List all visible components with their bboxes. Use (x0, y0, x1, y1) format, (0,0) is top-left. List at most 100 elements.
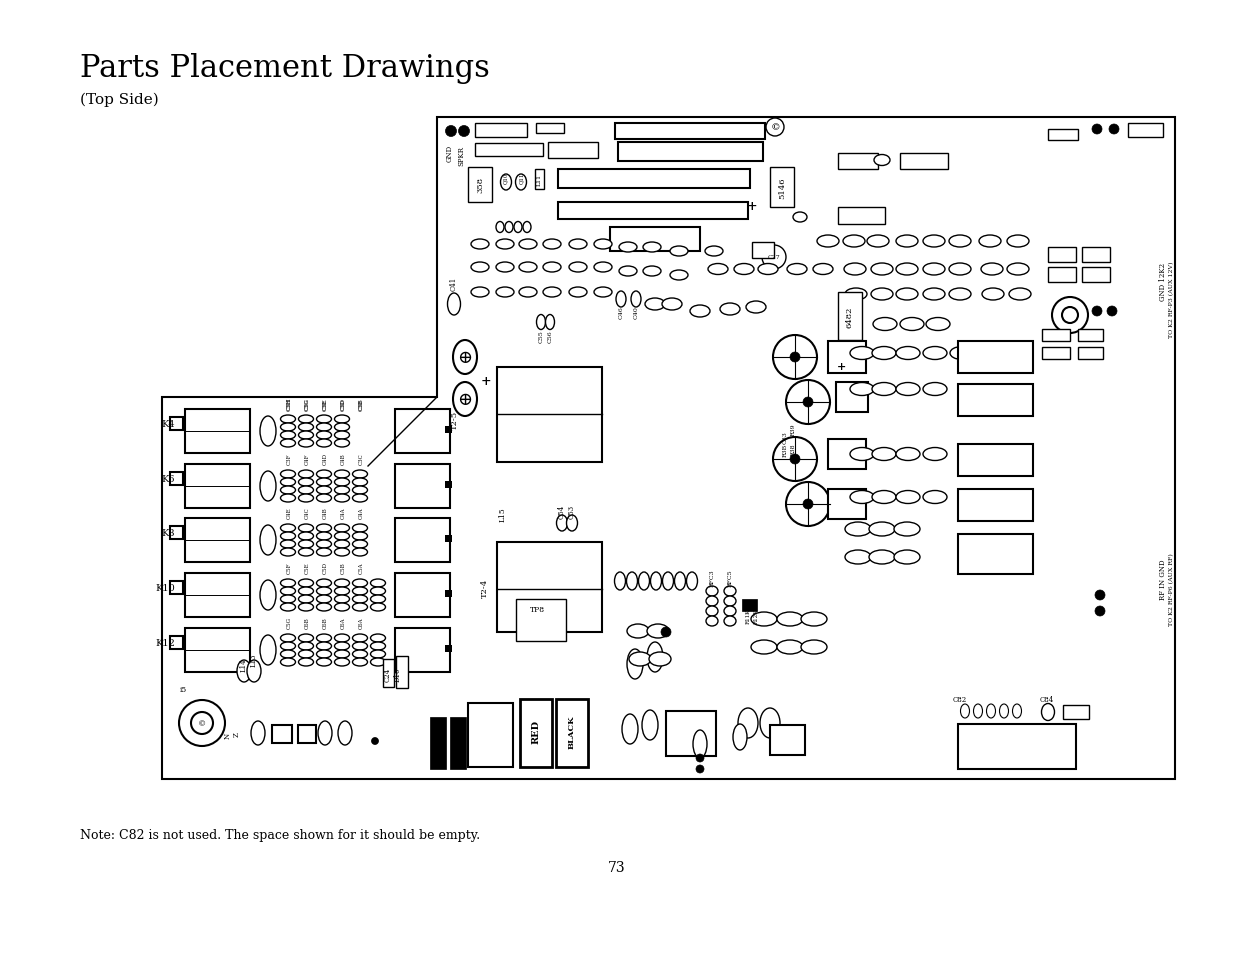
Text: ©: © (198, 720, 206, 727)
Ellipse shape (1007, 235, 1029, 248)
Text: C4B: C4B (322, 507, 327, 518)
Ellipse shape (923, 491, 947, 504)
Ellipse shape (447, 294, 461, 315)
Bar (170, 581, 183, 595)
Ellipse shape (923, 264, 945, 275)
Bar (475, 144, 543, 157)
Ellipse shape (505, 222, 513, 233)
Ellipse shape (335, 495, 350, 502)
Ellipse shape (335, 579, 350, 587)
Ellipse shape (647, 642, 663, 672)
Ellipse shape (872, 491, 897, 504)
Text: C27: C27 (768, 255, 781, 260)
Circle shape (773, 335, 818, 379)
Ellipse shape (751, 613, 777, 626)
Ellipse shape (352, 478, 368, 486)
Bar (170, 473, 183, 485)
Circle shape (785, 482, 830, 526)
Text: 73: 73 (608, 861, 626, 874)
Ellipse shape (662, 573, 673, 590)
Ellipse shape (370, 596, 385, 603)
Bar (1049, 268, 1076, 283)
Bar (396, 657, 408, 688)
Ellipse shape (777, 640, 803, 655)
Bar (1063, 705, 1089, 720)
Ellipse shape (280, 635, 295, 642)
Ellipse shape (845, 522, 871, 537)
Ellipse shape (299, 423, 314, 432)
Ellipse shape (299, 587, 314, 596)
Circle shape (803, 499, 813, 510)
Ellipse shape (335, 471, 350, 478)
Ellipse shape (724, 617, 736, 626)
Ellipse shape (316, 603, 331, 612)
Bar (839, 293, 862, 340)
Bar (395, 574, 450, 618)
Text: C3H: C3H (287, 398, 291, 411)
Ellipse shape (708, 264, 727, 275)
Text: D10: D10 (394, 667, 403, 681)
Ellipse shape (777, 613, 803, 626)
Ellipse shape (316, 642, 331, 650)
Ellipse shape (352, 486, 368, 495)
Ellipse shape (316, 540, 331, 548)
Ellipse shape (335, 432, 350, 439)
Ellipse shape (352, 596, 368, 603)
Circle shape (1095, 606, 1105, 617)
Text: C3E: C3E (322, 398, 327, 411)
Text: ⊕: ⊕ (457, 349, 473, 367)
Bar (445, 645, 452, 652)
Bar (475, 124, 527, 138)
Ellipse shape (872, 383, 897, 396)
Ellipse shape (897, 347, 920, 360)
Text: C41: C41 (450, 276, 458, 291)
Text: C83: C83 (783, 431, 788, 444)
Text: RFC5: RFC5 (727, 569, 732, 586)
Bar (958, 341, 1032, 374)
Text: Q11: Q11 (519, 172, 524, 184)
Ellipse shape (1009, 289, 1031, 301)
Ellipse shape (335, 486, 350, 495)
Ellipse shape (619, 267, 637, 276)
Bar (185, 410, 249, 454)
Ellipse shape (471, 288, 489, 297)
Text: R39: R39 (790, 423, 795, 436)
Ellipse shape (280, 471, 295, 478)
Text: +: + (480, 375, 492, 388)
Bar (430, 718, 446, 769)
Text: C6A: C6A (358, 617, 363, 628)
Bar (445, 427, 452, 434)
Text: L14: L14 (240, 658, 248, 671)
Ellipse shape (923, 383, 947, 396)
Ellipse shape (335, 596, 350, 603)
Ellipse shape (299, 659, 314, 666)
Text: C5B: C5B (341, 561, 346, 574)
Text: K12: K12 (156, 639, 175, 648)
Text: C4E: C4E (287, 507, 291, 518)
Ellipse shape (619, 243, 637, 253)
Ellipse shape (316, 635, 331, 642)
Ellipse shape (352, 471, 368, 478)
Ellipse shape (251, 721, 266, 745)
Text: R3B: R3B (783, 443, 788, 456)
Bar (769, 725, 805, 755)
Bar (185, 464, 249, 509)
Ellipse shape (352, 659, 368, 666)
Bar (958, 444, 1032, 476)
Bar (170, 417, 183, 431)
Circle shape (803, 397, 813, 408)
Ellipse shape (844, 235, 864, 248)
Ellipse shape (370, 579, 385, 587)
Ellipse shape (734, 264, 755, 275)
Ellipse shape (894, 551, 920, 564)
Polygon shape (162, 118, 1174, 780)
Ellipse shape (519, 240, 537, 250)
Ellipse shape (335, 548, 350, 557)
Ellipse shape (948, 289, 971, 301)
Circle shape (1095, 590, 1105, 600)
Ellipse shape (874, 155, 890, 167)
Ellipse shape (973, 704, 983, 719)
Ellipse shape (645, 298, 664, 311)
Ellipse shape (1013, 704, 1021, 719)
Text: +: + (836, 361, 846, 372)
